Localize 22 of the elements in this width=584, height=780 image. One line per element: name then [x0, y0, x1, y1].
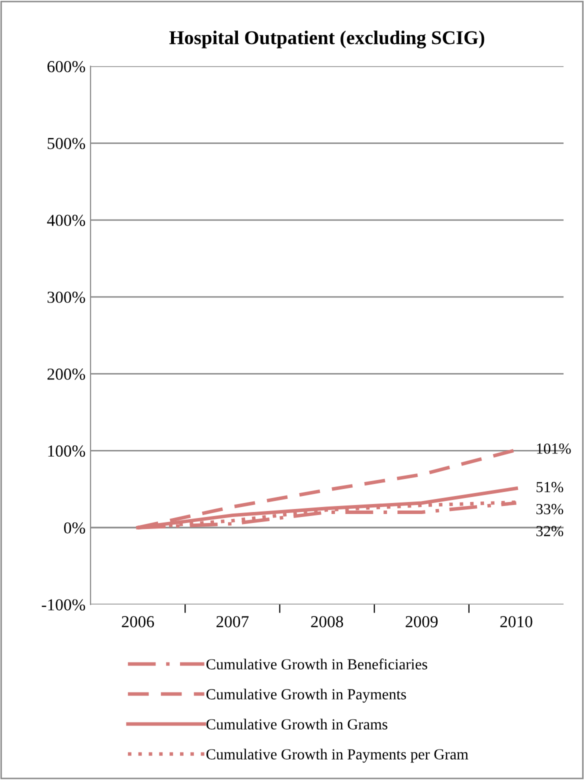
- y-tick-label: 500%: [48, 138, 86, 150]
- y-tick-label: 400%: [47, 214, 86, 226]
- x-tick-label: 2008: [311, 616, 344, 628]
- legend-label: Cumulative Growth in Payments per Gram: [206, 748, 468, 763]
- legend-label: Cumulative Growth in Grams: [206, 718, 388, 730]
- data-label: 32%: [536, 526, 564, 536]
- chart-title: Hospital Outpatient (excluding SCIG): [169, 30, 484, 48]
- data-label: 33%: [536, 504, 564, 514]
- x-tick-label: 2007: [216, 616, 249, 628]
- legend-label: Cumulative Growth in Beneficiaries: [206, 658, 428, 670]
- x-tick-label: 2010: [500, 616, 532, 628]
- data-label: 51%: [536, 482, 564, 492]
- y-tick-label: -100%: [42, 599, 86, 610]
- y-tick-label: 300%: [48, 292, 86, 303]
- x-tick-label: 2006: [122, 616, 154, 628]
- data-label: 101%: [537, 443, 571, 454]
- y-tick-label: 0%: [64, 522, 86, 534]
- y-tick-label: 100%: [48, 445, 86, 457]
- y-tick-label: 200%: [48, 368, 86, 380]
- x-tick-label: 2009: [406, 616, 438, 628]
- legend-label: Cumulative Growth in Payments: [206, 688, 406, 703]
- y-tick-label: 600%: [47, 61, 86, 72]
